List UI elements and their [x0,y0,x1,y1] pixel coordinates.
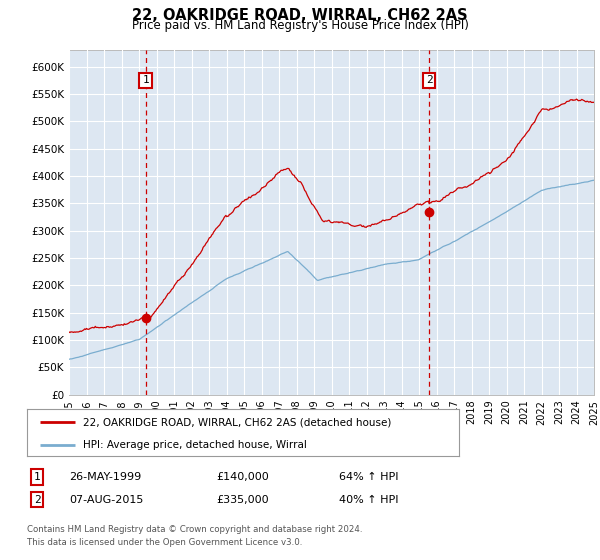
Text: Contains HM Land Registry data © Crown copyright and database right 2024.
This d: Contains HM Land Registry data © Crown c… [27,525,362,547]
Text: Price paid vs. HM Land Registry's House Price Index (HPI): Price paid vs. HM Land Registry's House … [131,19,469,32]
Text: 22, OAKRIDGE ROAD, WIRRAL, CH62 2AS: 22, OAKRIDGE ROAD, WIRRAL, CH62 2AS [132,8,468,24]
Text: 2: 2 [426,76,433,86]
Text: 26-MAY-1999: 26-MAY-1999 [69,472,141,482]
Text: 64% ↑ HPI: 64% ↑ HPI [339,472,398,482]
Text: HPI: Average price, detached house, Wirral: HPI: Average price, detached house, Wirr… [83,440,307,450]
Text: 2: 2 [34,494,41,505]
Text: 07-AUG-2015: 07-AUG-2015 [69,494,143,505]
Text: 40% ↑ HPI: 40% ↑ HPI [339,494,398,505]
Text: 22, OAKRIDGE ROAD, WIRRAL, CH62 2AS (detached house): 22, OAKRIDGE ROAD, WIRRAL, CH62 2AS (det… [83,417,392,427]
Text: 1: 1 [142,76,149,86]
Text: 1: 1 [34,472,41,482]
Text: £140,000: £140,000 [216,472,269,482]
Text: £335,000: £335,000 [216,494,269,505]
